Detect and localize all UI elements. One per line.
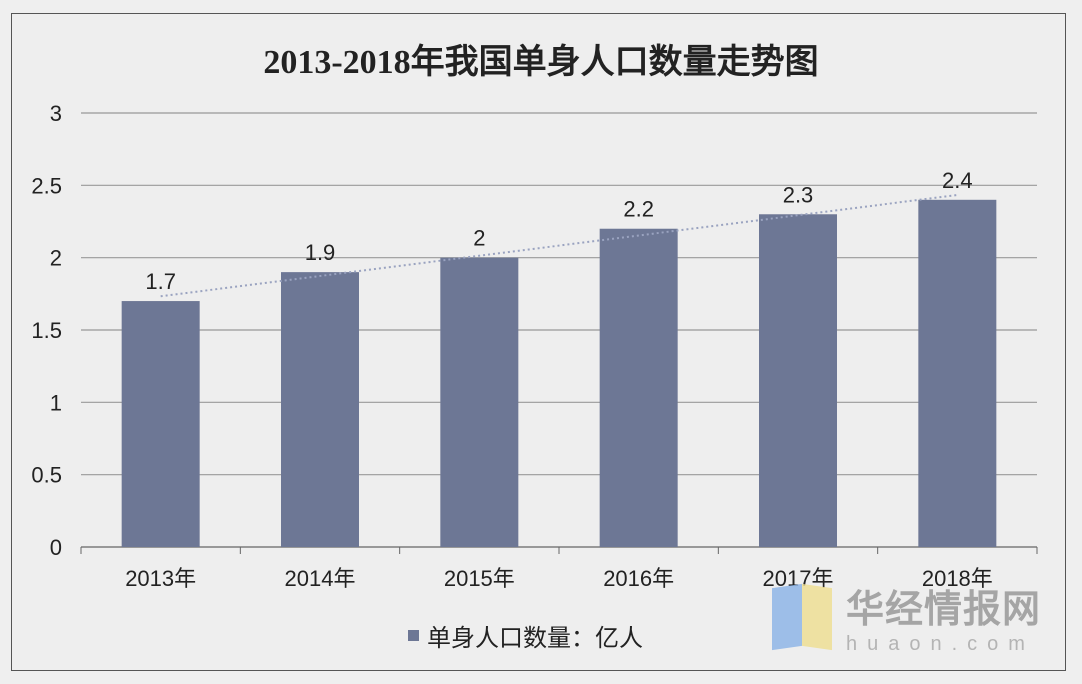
bar (759, 214, 837, 547)
logo-left-panel (772, 583, 802, 651)
y-tick-label: 2 (50, 246, 62, 271)
bar (281, 272, 359, 547)
data-label: 1.7 (145, 269, 176, 294)
watermark-en: huaon.com (846, 633, 1035, 655)
chart-title: 2013-2018年我国单身人口数量走势图 (263, 44, 819, 81)
bar (918, 199, 997, 548)
legend-swatch (408, 630, 419, 641)
data-label: 2 (473, 226, 485, 251)
data-label: 2.4 (942, 168, 973, 193)
x-tick-label: 2018年 (922, 566, 993, 591)
watermark-cn: 华经情报网 (846, 589, 1042, 631)
data-label: 2.3 (783, 182, 814, 207)
legend: 单身人口数量：亿人 (408, 618, 643, 653)
bar (121, 301, 200, 547)
x-tick-label: 2014年 (285, 566, 356, 591)
data-label: 1.9 (305, 240, 336, 265)
bar (440, 257, 519, 547)
watermark-logo: 华经情报网 huaon.com (772, 578, 1041, 656)
y-tick-label: 1 (50, 390, 62, 415)
y-tick-label: 0 (50, 535, 62, 560)
bar (599, 228, 678, 547)
y-tick-label: 3 (50, 101, 62, 126)
x-tick-label: 2016年 (603, 566, 674, 591)
x-tick-label: 2015年 (444, 566, 515, 591)
legend-label: 单身人口数量：亿人 (427, 625, 643, 652)
trendline (160, 193, 958, 298)
data-label: 2.2 (623, 197, 654, 222)
x-tick-label: 2013年 (125, 566, 196, 591)
y-tick-label: 1.5 (31, 318, 62, 343)
logo-right-panel (802, 583, 832, 651)
y-tick-label: 0.5 (31, 463, 62, 488)
y-tick-label: 2.5 (31, 173, 62, 198)
